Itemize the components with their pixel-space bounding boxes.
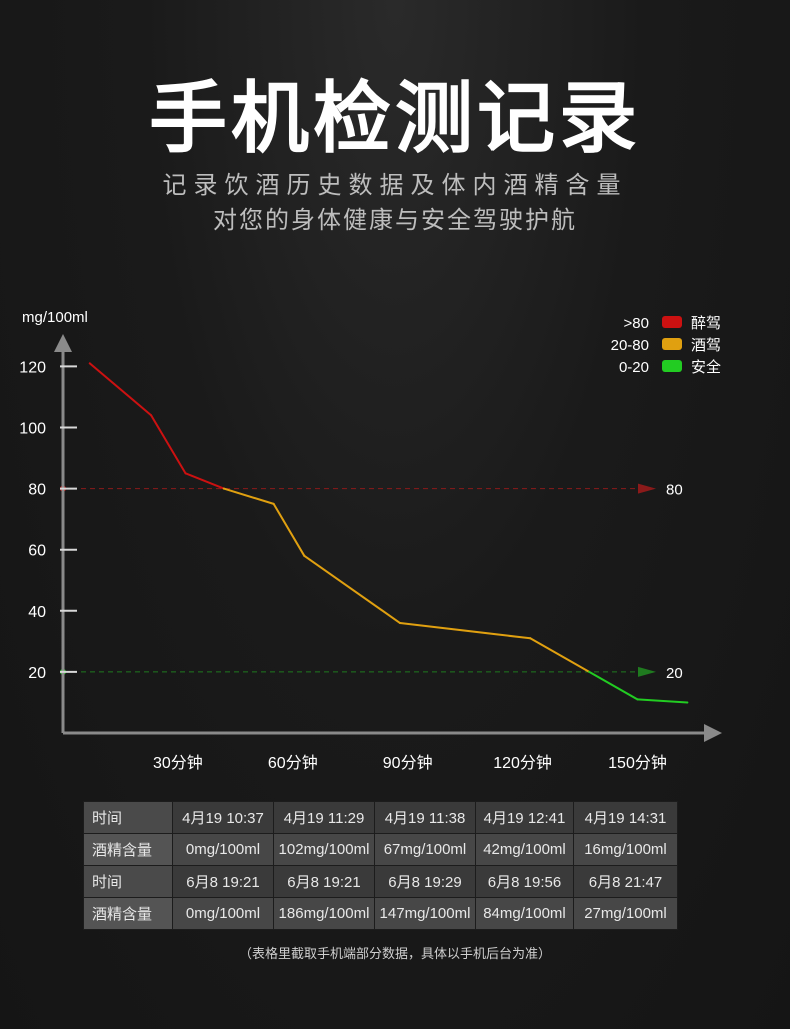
table-cell: 27mg/100ml	[573, 897, 678, 930]
y-tick-label: 60	[28, 543, 46, 560]
threshold-label-20: 20	[666, 665, 683, 682]
threshold-arrow-80	[638, 483, 656, 494]
subtitle-line-2: 对您的身体健康与安全驾驶护航	[213, 206, 577, 234]
subtitle-line-1: 记录饮酒历史数据及体内酒精含量	[162, 171, 628, 199]
data-point	[88, 362, 91, 365]
series-segment	[184, 472, 225, 490]
x-tick-label: 60分钟	[268, 754, 318, 772]
data-point	[686, 701, 689, 704]
table-footnote: （表格里截取手机端部分数据，具体以手机后台为准）	[238, 947, 551, 962]
page-title: 手机检测记录	[148, 74, 641, 164]
table-row: 时间 6月8 19:21 6月8 19:21 6月8 19:29 6月8 19:56 6月…	[83, 865, 678, 898]
y-tick-label: 20	[28, 665, 46, 682]
table-cell: 4月19 11:29	[273, 801, 375, 834]
table-row: 酒精含量 0mg/100ml 102mg/100ml 67mg/100ml 42mg/1…	[83, 833, 678, 866]
table-cell: 42mg/100ml	[475, 833, 574, 866]
y-tick-label: 100	[19, 421, 46, 438]
record-table: 时间 4月19 10:37 4月19 11:29 4月19 11:38 4月19 12:…	[83, 801, 678, 930]
data-point	[184, 472, 187, 475]
legend-range: 0-20	[619, 359, 649, 376]
legend-label: 醉驾	[691, 315, 721, 332]
legend-swatch	[662, 360, 682, 372]
alcohol-level-chart: 80 20 mg/100ml 20 40 60 80 100 120 30分钟 60分钟 90分钟 12…	[19, 309, 722, 772]
series-segment	[588, 670, 639, 701]
x-tick-label: 30分钟	[153, 754, 203, 772]
series-segment	[636, 698, 689, 704]
table-cell: 186mg/100ml	[273, 897, 375, 930]
table-cell: 6月8 19:21	[172, 865, 274, 898]
table-cell: 4月19 14:31	[573, 801, 678, 834]
table-cell: 4月19 11:38	[374, 801, 476, 834]
row-header: 时间	[83, 865, 173, 898]
table-cell: 67mg/100ml	[374, 833, 476, 866]
data-point	[399, 622, 402, 625]
y-tick-label: 40	[28, 604, 46, 621]
series-segment	[150, 414, 187, 475]
series-segment	[272, 502, 306, 557]
table-cell: 6月8 19:29	[374, 865, 476, 898]
table-cell: 4月19 12:41	[475, 801, 574, 834]
x-tick-label: 120分钟	[493, 754, 552, 772]
series-segment	[529, 637, 591, 673]
data-point	[636, 698, 639, 701]
data-point	[150, 414, 153, 417]
data-point	[222, 487, 225, 490]
x-tick-label: 90分钟	[383, 754, 433, 772]
data-point	[272, 502, 275, 505]
legend-label: 酒驾	[691, 337, 721, 354]
y-axis-arrow	[54, 334, 72, 352]
row-header: 时间	[83, 801, 173, 834]
threshold-label-80: 80	[666, 482, 683, 499]
data-point	[529, 637, 532, 640]
table-cell: 84mg/100ml	[475, 897, 574, 930]
table-cell: 6月8 19:56	[475, 865, 574, 898]
legend-range: 20-80	[611, 337, 649, 354]
x-tick-label: 150分钟	[608, 754, 667, 772]
legend-swatch	[662, 316, 682, 328]
legend-range: >80	[624, 315, 649, 332]
table-row: 酒精含量 0mg/100ml 186mg/100ml 147mg/100ml 84mg/…	[83, 897, 678, 930]
table-cell: 102mg/100ml	[273, 833, 375, 866]
y-axis-label: mg/100ml	[22, 309, 88, 326]
table-cell: 147mg/100ml	[374, 897, 476, 930]
threshold-arrow-20	[638, 666, 656, 677]
table-cell: 6月8 21:47	[573, 865, 678, 898]
table-row: 时间 4月19 10:37 4月19 11:29 4月19 11:38 4月19 12:…	[83, 801, 678, 834]
table-cell: 4月19 10:37	[172, 801, 274, 834]
row-header: 酒精含量	[83, 897, 173, 930]
series-segment	[88, 362, 153, 417]
series-segment	[222, 487, 275, 505]
y-tick-label: 80	[28, 482, 46, 499]
y-tick-label: 120	[19, 359, 46, 376]
table-cell: 0mg/100ml	[172, 897, 274, 930]
row-header: 酒精含量	[83, 833, 173, 866]
series-segment	[303, 554, 402, 625]
data-point	[303, 554, 306, 557]
legend-swatch	[662, 338, 682, 350]
legend-label: 安全	[691, 358, 721, 376]
table-cell: 16mg/100ml	[573, 833, 678, 866]
table-cell: 0mg/100ml	[172, 833, 274, 866]
x-axis-arrow	[704, 724, 722, 742]
series-segment	[399, 622, 532, 640]
table-cell: 6月8 19:21	[273, 865, 375, 898]
